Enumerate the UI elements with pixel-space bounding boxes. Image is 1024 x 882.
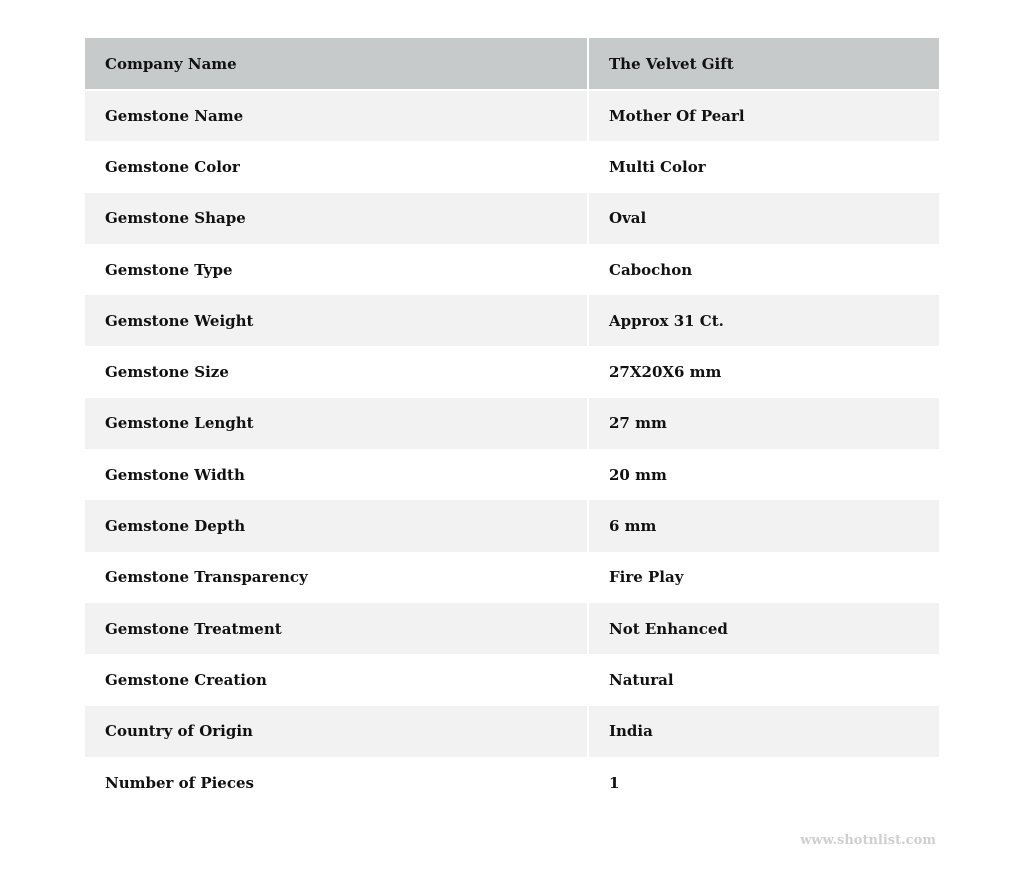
row-value: India (588, 705, 939, 757)
row-label: Gemstone Color (85, 141, 589, 193)
specs-table: Company Name The Velvet Gift Gemstone Na… (85, 38, 939, 809)
table-row: Gemstone Type Cabochon (85, 243, 939, 296)
row-label: Gemstone Depth (85, 500, 589, 552)
table-header-row: Company Name The Velvet Gift (85, 38, 939, 91)
row-label: Gemstone Size (85, 346, 589, 398)
row-value: 27X20X6 mm (588, 346, 939, 398)
row-value: Mother Of Pearl (588, 90, 939, 142)
row-value: Approx 31 Ct. (588, 295, 939, 347)
table-row: Number of Pieces 1 (85, 756, 939, 809)
table-row: Gemstone Treatment Not Enhanced (85, 602, 939, 655)
row-value: Oval (588, 192, 939, 244)
table-row: Gemstone Name Mother Of Pearl (85, 90, 939, 142)
row-value: Cabochon (588, 243, 939, 296)
row-label: Gemstone Weight (85, 295, 589, 347)
table-row: Gemstone Weight Approx 31 Ct. (85, 295, 939, 347)
row-label: Country of Origin (85, 705, 589, 757)
row-label: Gemstone Name (85, 90, 589, 142)
row-label: Gemstone Width (85, 449, 589, 501)
row-value: Multi Color (588, 141, 939, 193)
table-row: Gemstone Color Multi Color (85, 141, 939, 193)
table-row: Gemstone Lenght 27 mm (85, 397, 939, 450)
row-value: Natural (588, 654, 939, 706)
watermark: www.shotnlist.com (800, 833, 936, 848)
row-value: Fire Play (588, 551, 939, 603)
table-row: Gemstone Shape Oval (85, 192, 939, 244)
row-label: Gemstone Type (85, 243, 589, 296)
row-label: Gemstone Creation (85, 654, 589, 706)
table-row: Gemstone Transparency Fire Play (85, 551, 939, 603)
row-label: Gemstone Lenght (85, 397, 589, 450)
header-value: The Velvet Gift (588, 38, 939, 91)
row-label: Gemstone Transparency (85, 551, 589, 603)
row-value: 20 mm (588, 449, 939, 501)
row-label: Number of Pieces (85, 756, 589, 809)
row-label: Gemstone Shape (85, 192, 589, 244)
table-row: Country of Origin India (85, 705, 939, 757)
row-value: 27 mm (588, 397, 939, 450)
table-row: Gemstone Depth 6 mm (85, 500, 939, 552)
table-row: Gemstone Size 27X20X6 mm (85, 346, 939, 398)
header-label: Company Name (85, 38, 589, 91)
row-value: 6 mm (588, 500, 939, 552)
table-row: Gemstone Creation Natural (85, 654, 939, 706)
row-label: Gemstone Treatment (85, 602, 589, 655)
row-value: 1 (588, 756, 939, 809)
table-row: Gemstone Width 20 mm (85, 449, 939, 501)
row-value: Not Enhanced (588, 602, 939, 655)
